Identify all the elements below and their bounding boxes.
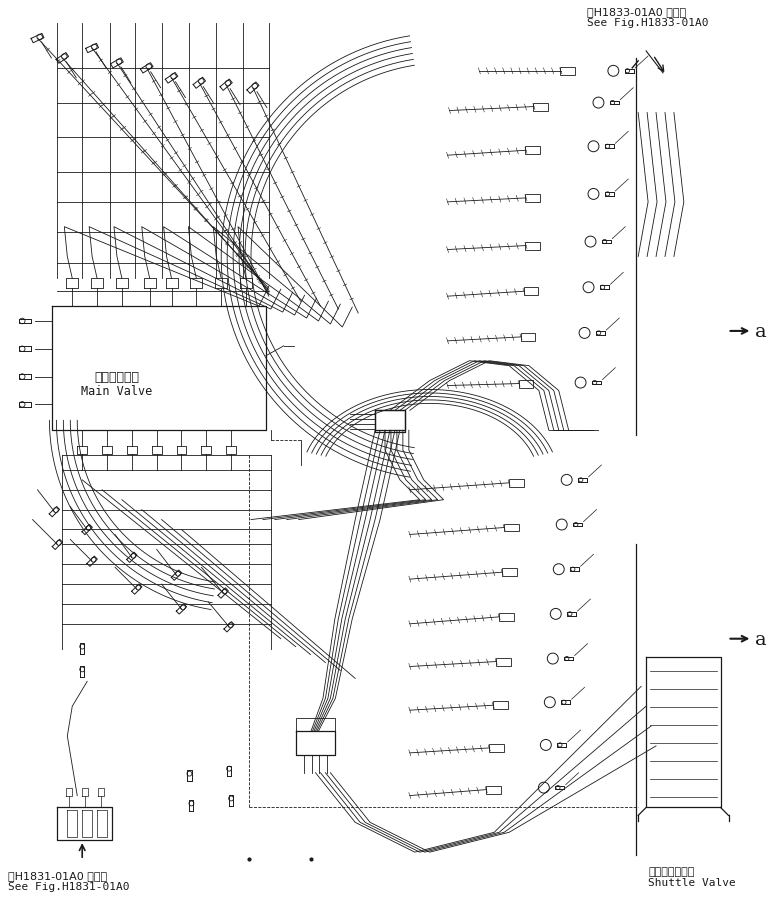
Bar <box>526 146 540 154</box>
Bar <box>499 613 513 621</box>
Bar <box>502 568 516 576</box>
Bar <box>560 67 575 74</box>
Text: See Fig.H1831-01A0: See Fig.H1831-01A0 <box>8 882 129 891</box>
Text: シャトルバルブ: シャトルバルブ <box>648 867 695 877</box>
Bar <box>519 380 533 388</box>
Bar <box>489 744 503 752</box>
Bar <box>486 786 501 794</box>
Bar <box>526 194 540 202</box>
Text: Shuttle Valve: Shuttle Valve <box>648 878 736 888</box>
Text: Main Valve: Main Valve <box>81 385 153 399</box>
Bar <box>520 333 536 341</box>
Text: a: a <box>755 323 767 341</box>
Bar <box>523 288 538 295</box>
Bar <box>503 524 519 531</box>
Text: 第H1833-01A0 図参照: 第H1833-01A0 図参照 <box>587 7 686 17</box>
Bar <box>493 701 508 709</box>
Bar <box>526 242 540 250</box>
Bar <box>533 103 548 110</box>
Text: 第H1831-01A0 図参照: 第H1831-01A0 図参照 <box>8 871 107 881</box>
Text: a: a <box>755 630 767 649</box>
Text: See Fig.H1833-01A0: See Fig.H1833-01A0 <box>587 18 708 28</box>
Bar <box>509 479 523 487</box>
Text: メインバルブ: メインバルブ <box>94 370 140 383</box>
Bar <box>496 658 510 665</box>
